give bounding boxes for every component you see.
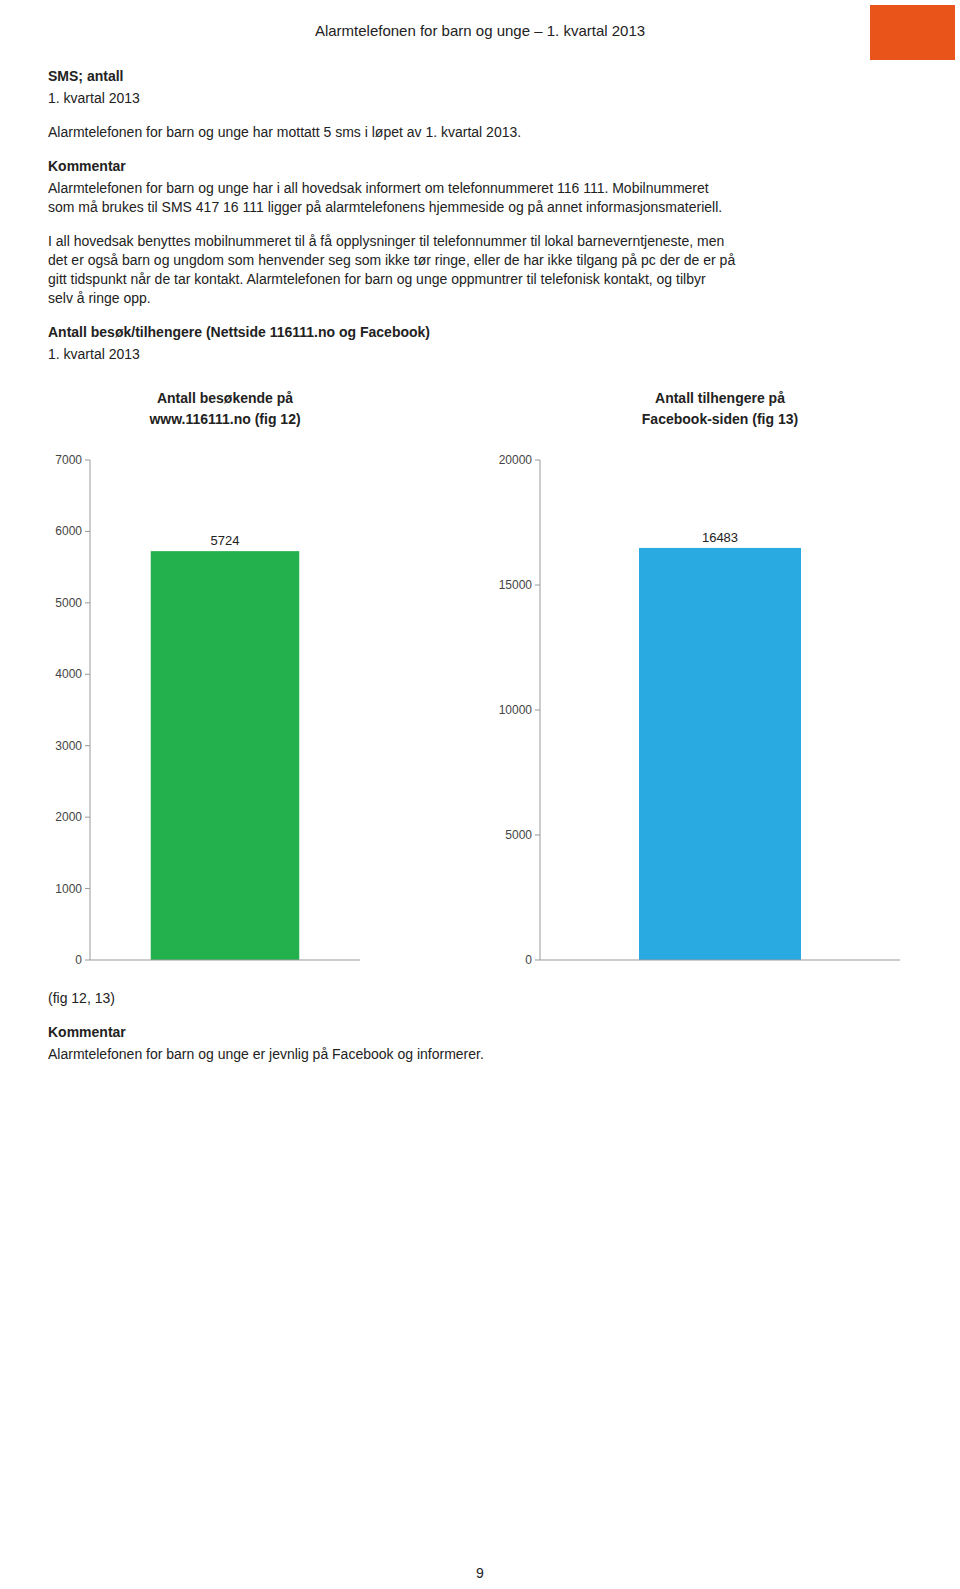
y-tick-label: 5000 (505, 828, 532, 842)
chart-title: Antall besøkende på www.116111.no (fig 12… (148, 390, 300, 427)
y-tick-label: 15000 (499, 578, 533, 592)
bars (151, 551, 300, 960)
section-heading: Kommentar (48, 158, 126, 174)
page-title: Alarmtelefonen for barn og unge – 1. kva… (315, 22, 645, 39)
background (0, 0, 960, 1589)
y-tick (535, 835, 540, 836)
y-tick-label: 0 (525, 953, 532, 967)
y-tick-label: 4000 (55, 667, 82, 681)
bar (639, 548, 801, 960)
body-text: 1. kvartal 2013 (48, 90, 140, 106)
chart-title-line: Antall tilhengere på (655, 390, 785, 406)
y-tick-label: 2000 (55, 810, 82, 824)
y-tick (535, 460, 540, 461)
body-text: (fig 12, 13) (48, 990, 115, 1006)
chart: Antall besøkende på www.116111.no (fig 12… (55, 390, 360, 967)
y-tick-label: 0 (75, 953, 82, 967)
body-text: Alarmtelefonen for barn og unge er jevnl… (48, 1046, 484, 1062)
y-tick (535, 585, 540, 586)
y-tick-label: 7000 (55, 453, 82, 467)
y-tick (85, 960, 90, 961)
logo (870, 5, 955, 60)
y-tick-label: 1000 (55, 882, 82, 896)
chart-title-line: Antall besøkende på (157, 390, 293, 406)
y-tick (85, 531, 90, 532)
y-tick-label: 20000 (499, 453, 533, 467)
body-text: gitt tidspunkt når de tar kontakt. Alarm… (48, 271, 706, 287)
body-text: 1. kvartal 2013 (48, 346, 140, 362)
data-label: 5724 (211, 533, 240, 548)
y-tick (85, 817, 90, 818)
body-text: I all hovedsak benyttes mobilnummeret ti… (48, 233, 724, 249)
body-text: som må brukes til SMS 417 16 111 ligger … (48, 199, 722, 215)
section-heading: Kommentar (48, 1024, 126, 1040)
y-tick-label: 5000 (55, 596, 82, 610)
body-text: Alarmtelefonen for barn og unge har mott… (48, 124, 521, 140)
chart-title-line: Facebook-siden (fig 13) (642, 411, 798, 427)
body-text: selv å ringe opp. (48, 290, 151, 306)
x-axis (540, 960, 900, 961)
body-text: det er også barn og ungdom som henvender… (48, 252, 735, 268)
page-number: 9 (476, 1565, 484, 1581)
y-tick (535, 710, 540, 711)
body-text: Alarmtelefonen for barn og unge har i al… (48, 180, 709, 196)
y-tick (85, 674, 90, 675)
section-heading: SMS; antall (48, 68, 123, 84)
y-tick (535, 960, 540, 961)
data-label: 16483 (702, 530, 738, 545)
section-heading: Antall besøk/tilhengere (Nettside 116111… (48, 324, 430, 340)
chart-title-line: www.116111.no (fig 12) (148, 411, 300, 427)
chart-title: Antall tilhengere på Facebook-siden (fig … (642, 390, 798, 427)
chart: Antall tilhengere på Facebook-siden (fig … (499, 390, 900, 967)
y-tick-label: 3000 (55, 739, 82, 753)
y-tick (85, 745, 90, 746)
y-tick (85, 888, 90, 889)
y-tick-label: 6000 (55, 524, 82, 538)
x-axis (90, 960, 360, 961)
bar (151, 551, 300, 960)
y-tick (85, 460, 90, 461)
page: Alarmtelefonen for barn og unge – 1. kva… (0, 0, 960, 1589)
y-tick-label: 10000 (499, 703, 533, 717)
y-tick (85, 602, 90, 603)
y-axis (90, 460, 91, 960)
y-axis (540, 460, 541, 960)
bars (639, 548, 801, 960)
